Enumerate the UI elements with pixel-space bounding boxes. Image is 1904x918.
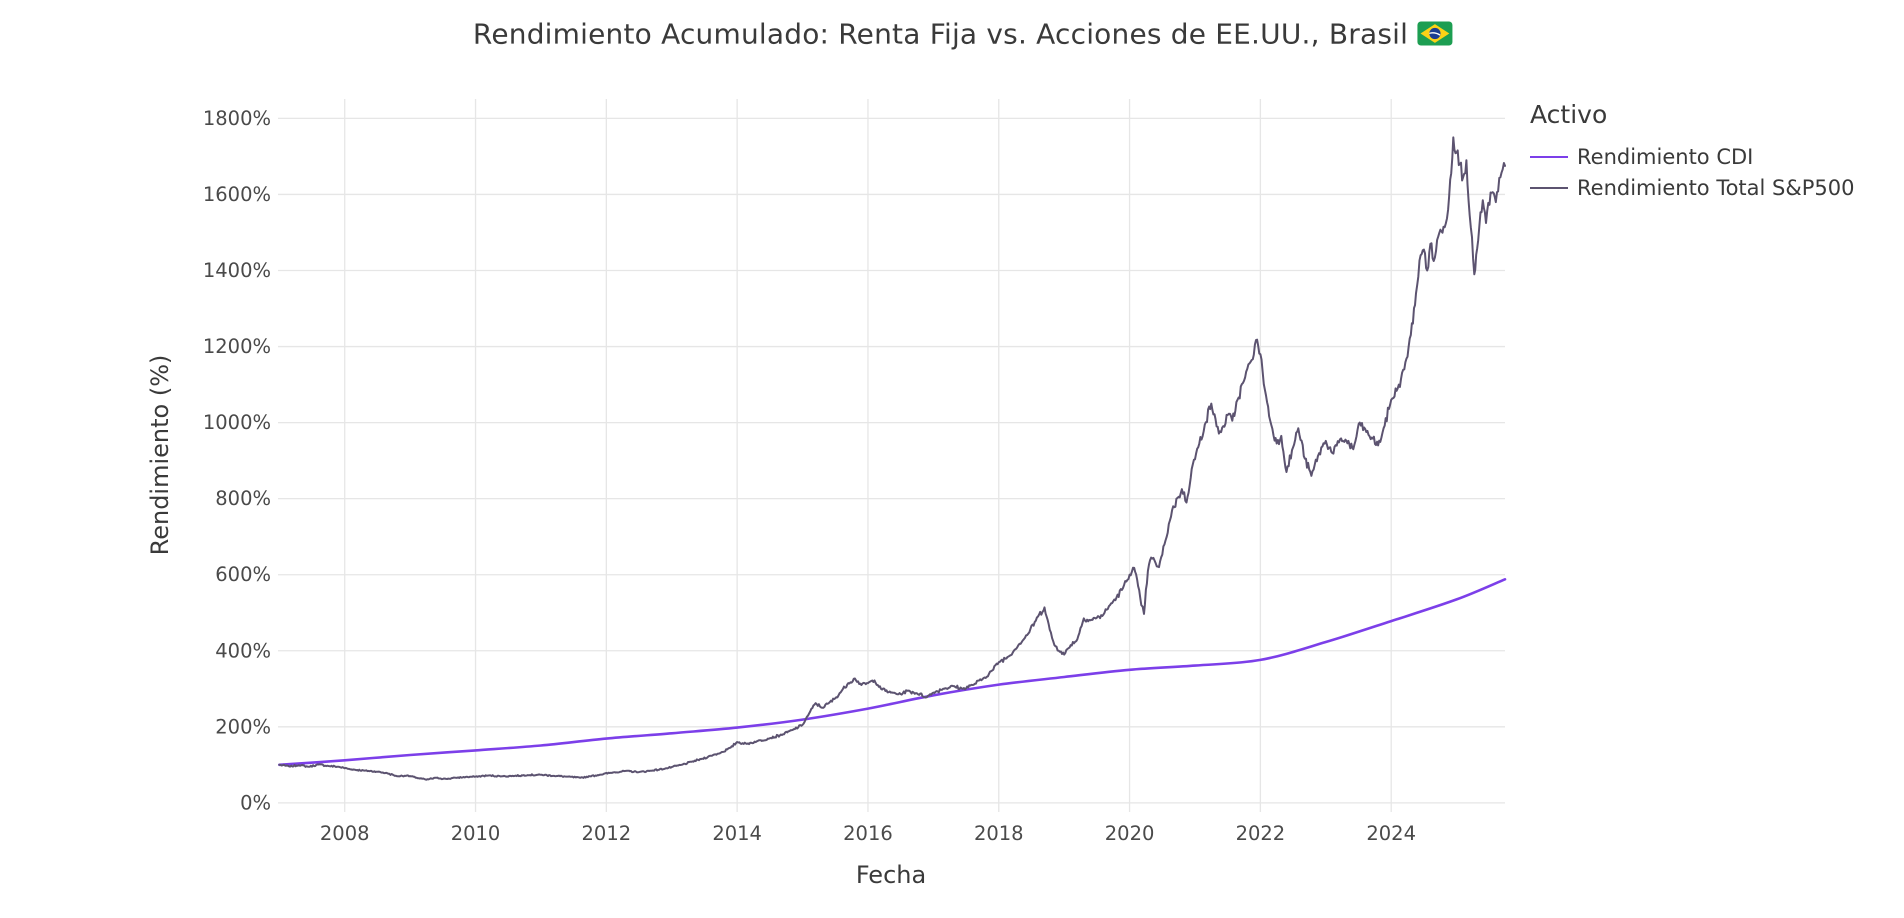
x-axis-title: Fecha xyxy=(855,861,927,889)
legend-items: Rendimiento CDI Rendimiento Total S&P500 xyxy=(1530,141,1855,203)
chart-title-text: Rendimiento Acumulado: Renta Fija vs. Ac… xyxy=(472,17,1409,51)
y-tick-label: 200% xyxy=(215,715,271,738)
y-tick-label: 1200% xyxy=(203,335,271,358)
y-tick-label: 1600% xyxy=(203,183,271,206)
y-tick-label: 800% xyxy=(215,487,271,510)
y-tick-label: 1800% xyxy=(203,107,271,130)
series-line-sp500 xyxy=(278,136,1506,781)
x-tick-label: 2008 xyxy=(320,822,370,845)
legend-swatch-line xyxy=(1530,155,1568,158)
y-axis-title: Rendimiento (%) xyxy=(146,354,174,556)
y-tick-label: 1000% xyxy=(203,411,271,434)
x-tick-label: 2024 xyxy=(1366,822,1416,845)
y-tick-label: 0% xyxy=(240,791,271,814)
series-line-cdi xyxy=(278,578,1507,767)
chart-title: Rendimiento Acumulado: Renta Fija vs. Ac… xyxy=(473,18,1453,51)
legend-title: Activo xyxy=(1530,100,1608,129)
legend-item-label: Rendimiento Total S&P500 xyxy=(1577,175,1855,200)
legend: Activo Rendimiento CDI Rendimiento Total … xyxy=(1530,100,1855,203)
x-tick-label: 2012 xyxy=(582,822,632,845)
x-tick-label: 2014 xyxy=(712,822,762,845)
legend-item: Rendimiento Total S&P500 xyxy=(1530,172,1855,203)
legend-item-label: Rendimiento CDI xyxy=(1577,144,1754,169)
legend-item: Rendimiento CDI xyxy=(1530,141,1855,172)
brazil-flag-icon xyxy=(1417,21,1453,46)
x-tick-label: 2016 xyxy=(843,822,893,845)
x-tick-label: 2022 xyxy=(1236,822,1286,845)
y-tick-label: 600% xyxy=(215,563,271,586)
legend-swatch-line xyxy=(1530,186,1568,189)
x-tick-label: 2020 xyxy=(1105,822,1155,845)
y-tick-label: 400% xyxy=(215,639,271,662)
y-tick-label: 1400% xyxy=(203,259,271,282)
x-tick-label: 2018 xyxy=(974,822,1024,845)
x-tick-label: 2010 xyxy=(451,822,501,845)
